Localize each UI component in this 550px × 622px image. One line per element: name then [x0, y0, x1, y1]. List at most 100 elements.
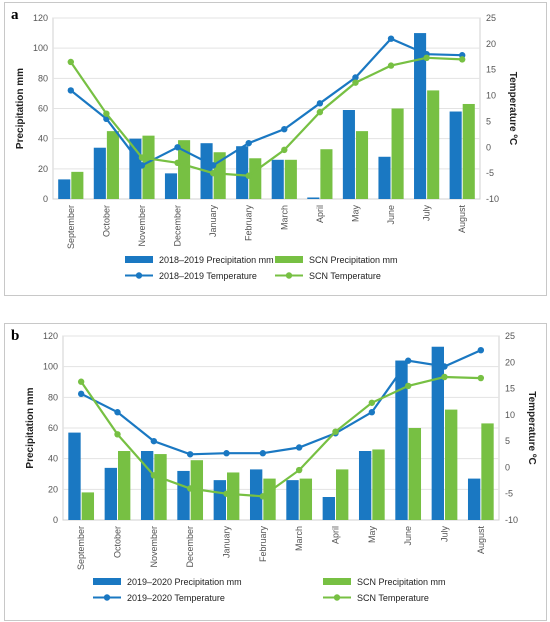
bar-scn-precip: [178, 140, 191, 199]
x-tick-label: March: [294, 526, 304, 551]
temperature-point: [114, 431, 121, 438]
temperature-point: [387, 35, 395, 42]
temperature-line-0: [80, 349, 482, 456]
temperature-point: [404, 382, 412, 390]
temperature-point: [223, 490, 230, 497]
temperature-point: [259, 493, 267, 500]
y-tick-label: 40: [48, 454, 58, 464]
y2-tick-label: 15: [486, 65, 496, 75]
temperature-point: [295, 466, 303, 474]
temperature-point: [186, 485, 194, 492]
legend-label: 2018–2019 Precipitation mm: [159, 255, 274, 265]
temperature-point: [477, 346, 485, 354]
bar-precip: [177, 470, 190, 520]
y-axis-title: Precipitation mm: [25, 387, 36, 468]
y2-tick-label: 10: [505, 410, 515, 420]
legend-label: SCN Precipitation mm: [309, 255, 398, 265]
legend-swatch-marker: [285, 272, 293, 279]
y2-tick-label: 5: [486, 116, 491, 126]
x-tick-label: July: [440, 526, 450, 543]
chart-panel-a: a 0 20 40 60 80 100 120 -10 -5 0 5 10 15 20 25 Precipit…: [4, 2, 547, 296]
bar-precip: [164, 173, 178, 199]
legend-label: 2019–2020 Temperature: [127, 593, 225, 603]
bar-scn-precip: [462, 103, 475, 199]
x-tick-label: January: [208, 205, 218, 238]
x-tick-label: April: [331, 526, 341, 544]
x-tick-label: May: [367, 526, 377, 544]
bar-scn-precip: [142, 135, 155, 199]
y-tick-label: 40: [38, 134, 48, 144]
bar-scn-precip: [118, 451, 131, 520]
bar-scn-precip: [372, 449, 385, 520]
bar-scn-precip: [106, 131, 119, 199]
temperature-point: [77, 390, 85, 398]
bar-scn-precip: [445, 409, 458, 520]
chart-a-svg: 0 20 40 60 80 100 120 -10 -5 0 5 10 15 20 25 Precipitat…: [15, 13, 518, 281]
temperature-line-1: [69, 56, 463, 177]
temperature-point: [281, 125, 288, 133]
bar-scn-precip: [320, 149, 333, 199]
y2-tick-label: 0: [486, 142, 491, 152]
bar-precip: [58, 179, 71, 199]
x-tick-label: August: [476, 526, 486, 555]
bar-scn-precip: [427, 90, 440, 199]
bar-precip: [104, 467, 117, 520]
bar-scn-precip: [284, 159, 297, 199]
bar-scn-precip: [481, 423, 494, 520]
temperature-point: [245, 172, 252, 179]
temperature-point: [77, 378, 85, 385]
x-tick-label: September: [66, 205, 76, 249]
temperature-point: [368, 399, 376, 406]
bar-precip: [358, 451, 372, 520]
y2-axis-title: Temperature ºC: [507, 72, 518, 146]
bar-scn-precip: [391, 108, 404, 199]
legend-label: 2019–2020 Precipitation mm: [127, 577, 242, 587]
legend-swatch-marker: [333, 594, 341, 601]
bar-precip: [431, 346, 444, 520]
x-tick-label: October: [113, 526, 123, 558]
y-tick-label: 60: [38, 104, 48, 114]
temperature-point: [174, 144, 181, 151]
bar-precip: [236, 146, 249, 199]
legend-label: 2018–2019 Temperature: [159, 271, 257, 281]
bar-scn-precip: [71, 171, 84, 199]
temperature-point: [404, 357, 412, 364]
y-axis-title: Precipitation mm: [15, 68, 26, 149]
x-tick-label: December: [173, 205, 183, 247]
y2-tick-label: 25: [486, 13, 496, 23]
chart-panel-b: b 0 20 40 60 80 100 120 -10 -5 0 5 10 15 20 25 Precipit…: [4, 323, 547, 621]
bar-scn-precip: [355, 131, 369, 199]
legend-swatch-bar: [275, 256, 303, 263]
temperature-line-1: [80, 375, 481, 498]
y2-tick-label: -10: [486, 194, 499, 204]
legend-label: SCN Temperature: [309, 271, 381, 281]
bar-precip: [93, 147, 106, 199]
bar-precip: [286, 480, 299, 520]
temperature-point: [245, 139, 252, 147]
x-tick-label: September: [76, 526, 86, 570]
temperature-point: [441, 373, 448, 381]
bar-precip: [307, 197, 320, 199]
temperature-point: [67, 87, 74, 94]
temperature-point: [150, 437, 158, 445]
temperature-point: [352, 79, 359, 86]
y-tick-label: 100: [43, 362, 58, 372]
y2-tick-label: 25: [505, 331, 515, 341]
bar-scn-precip: [227, 472, 240, 520]
temperature-point: [281, 146, 288, 154]
temperature-point: [423, 54, 430, 62]
bar-scn-precip: [408, 428, 422, 520]
legend-swatch-marker: [103, 594, 111, 601]
legend-label: SCN Temperature: [357, 593, 429, 603]
temperature-point: [459, 56, 466, 63]
temperature-point: [174, 159, 181, 166]
y-tick-label: 80: [48, 392, 58, 402]
bar-precip: [322, 497, 335, 520]
temperature-point: [295, 444, 303, 451]
y-tick-label: 80: [38, 73, 48, 83]
bar-precip: [249, 469, 263, 520]
legend-swatch-bar: [93, 578, 121, 585]
x-tick-label: April: [315, 205, 325, 223]
y2-axis-title: Temperature ºC: [526, 391, 537, 465]
temperature-point: [368, 409, 376, 416]
